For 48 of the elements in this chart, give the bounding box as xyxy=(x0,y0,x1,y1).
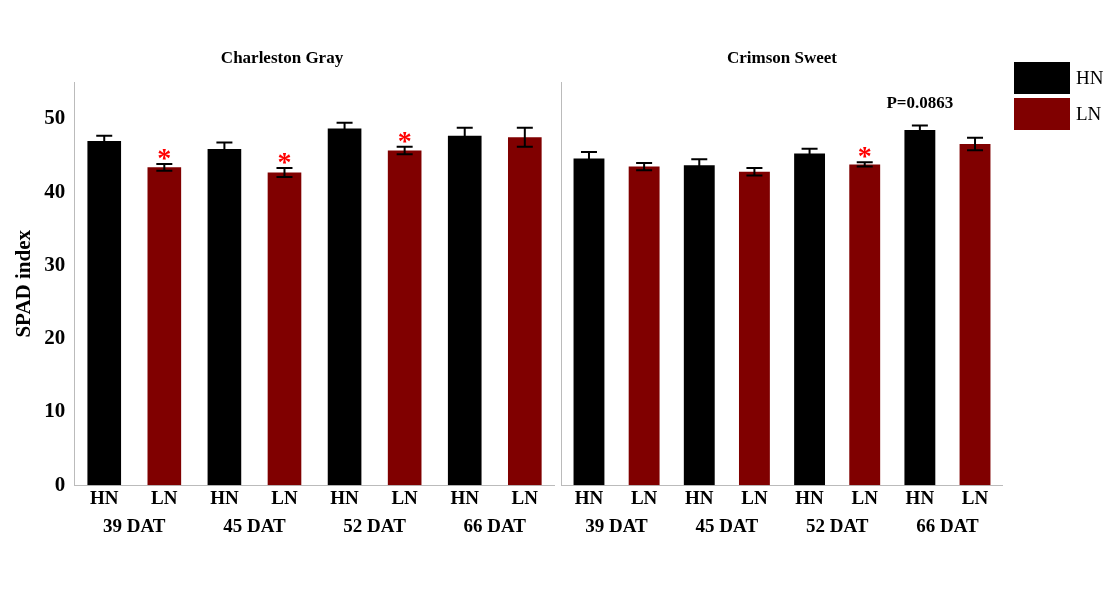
legend-label: HN xyxy=(1076,67,1104,89)
bar xyxy=(387,150,422,486)
bar xyxy=(147,167,182,486)
text: LN xyxy=(851,486,878,508)
bar xyxy=(849,164,881,486)
x-tick-label: 66 DAT xyxy=(916,514,979,536)
text: LN xyxy=(741,486,768,508)
text: LN xyxy=(511,486,539,508)
y-tick-label: 30 xyxy=(44,251,66,276)
annotation: * xyxy=(157,142,172,174)
series-label: LN xyxy=(151,486,178,508)
y-tick-label: 0 xyxy=(54,471,66,496)
text: LN xyxy=(391,486,418,508)
y-tick-label: 10 xyxy=(44,398,66,423)
annotation: * xyxy=(857,140,872,172)
legend-label: LN xyxy=(1076,103,1102,125)
series-label: HN xyxy=(89,486,119,508)
annotation: P=0.0863 xyxy=(886,92,954,112)
chart-title: Charleston Gray xyxy=(220,47,344,67)
bar xyxy=(738,171,770,486)
text: HN xyxy=(685,486,714,508)
bar xyxy=(959,143,991,486)
annotation: * xyxy=(277,146,292,178)
y-axis-title: SPAD index xyxy=(11,229,36,338)
x-tick-label: 52 DAT xyxy=(805,514,869,536)
x-tick-label: 52 DAT xyxy=(343,514,407,536)
text: HN xyxy=(450,486,479,508)
text: LN xyxy=(271,486,298,508)
text: LN xyxy=(630,486,658,508)
x-tick-label: 66 DAT xyxy=(463,514,527,536)
y-tick-label: 20 xyxy=(44,325,66,350)
y-tick-label: 50 xyxy=(44,105,66,130)
x-tick-label: 39 DAT xyxy=(585,514,649,536)
text: HN xyxy=(795,486,824,508)
x-tick-label: 39 DAT xyxy=(103,514,166,536)
x-tick-label: 45 DAT xyxy=(695,514,759,536)
text: HN xyxy=(905,486,935,508)
text: HN xyxy=(210,486,239,508)
bar xyxy=(628,166,660,486)
bar xyxy=(267,172,302,486)
x-tick-label: 45 DAT xyxy=(223,514,286,536)
text: HN xyxy=(330,486,359,508)
y-tick-label: 40 xyxy=(44,178,66,203)
text: HN xyxy=(574,486,604,508)
text: LN xyxy=(961,486,989,508)
chart-title: Crimson Sweet xyxy=(726,47,838,67)
bar xyxy=(507,137,542,486)
annotation: * xyxy=(397,125,412,157)
